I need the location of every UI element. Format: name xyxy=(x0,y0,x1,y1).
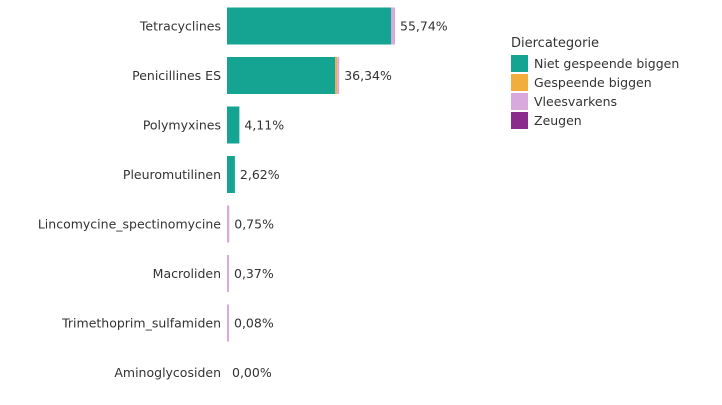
legend-items: Niet gespeende biggen Gespeende biggen Vle… xyxy=(511,55,679,129)
value-label: 55,74% xyxy=(400,19,448,34)
legend-title: Diercategorie xyxy=(511,36,599,51)
bar-segment xyxy=(227,304,229,342)
legend-item-label: Vleesvarkens xyxy=(534,94,617,109)
value-label: 0,37% xyxy=(234,266,274,281)
value-label: 36,34% xyxy=(344,68,392,83)
value-label: 0,00% xyxy=(232,365,272,380)
legend-swatch xyxy=(511,112,528,129)
category-label: Macroliden xyxy=(153,266,221,281)
category-labels: Tetracyclines Penicillines ES Polymyxines P… xyxy=(38,19,221,381)
bar-segment xyxy=(335,57,338,94)
category-label: Penicillines ES xyxy=(132,68,221,83)
value-label: 2,62% xyxy=(240,167,280,182)
legend-swatch xyxy=(511,93,528,110)
category-label: Trimethoprim_sulfamiden xyxy=(61,316,221,331)
value-label: 0,08% xyxy=(234,316,274,331)
legend: Diercategorie Niet gespeende biggen Gespe… xyxy=(511,36,679,129)
bar-segment xyxy=(227,205,230,243)
category-label: Tetracyclines xyxy=(139,19,221,34)
category-label: Lincomycine_spectinomycine xyxy=(38,217,221,232)
bars xyxy=(227,7,395,342)
bar-segment xyxy=(337,57,340,94)
category-label: Polymyxines xyxy=(143,118,221,133)
bar-segment xyxy=(227,255,229,292)
legend-item-label: Zeugen xyxy=(534,113,582,128)
value-labels: 55,74% 36,34% 4,11% 2,62% 0,75% 0,37% 0,08% 0,0… xyxy=(232,19,448,381)
bar-segment xyxy=(391,7,395,45)
category-label: Aminoglycosiden xyxy=(114,365,221,380)
legend-swatch xyxy=(511,74,528,91)
legend-item-label: Niet gespeende biggen xyxy=(534,56,679,71)
category-label: Pleuromutilinen xyxy=(123,167,221,182)
bar-segment xyxy=(227,106,240,144)
bar-segment xyxy=(227,7,392,45)
bar-segment xyxy=(227,156,235,193)
legend-item-label: Gespeende biggen xyxy=(534,75,652,90)
value-label: 0,75% xyxy=(234,217,274,232)
bar-segment xyxy=(227,57,336,94)
legend-swatch xyxy=(511,55,528,72)
value-label: 4,11% xyxy=(244,118,284,133)
